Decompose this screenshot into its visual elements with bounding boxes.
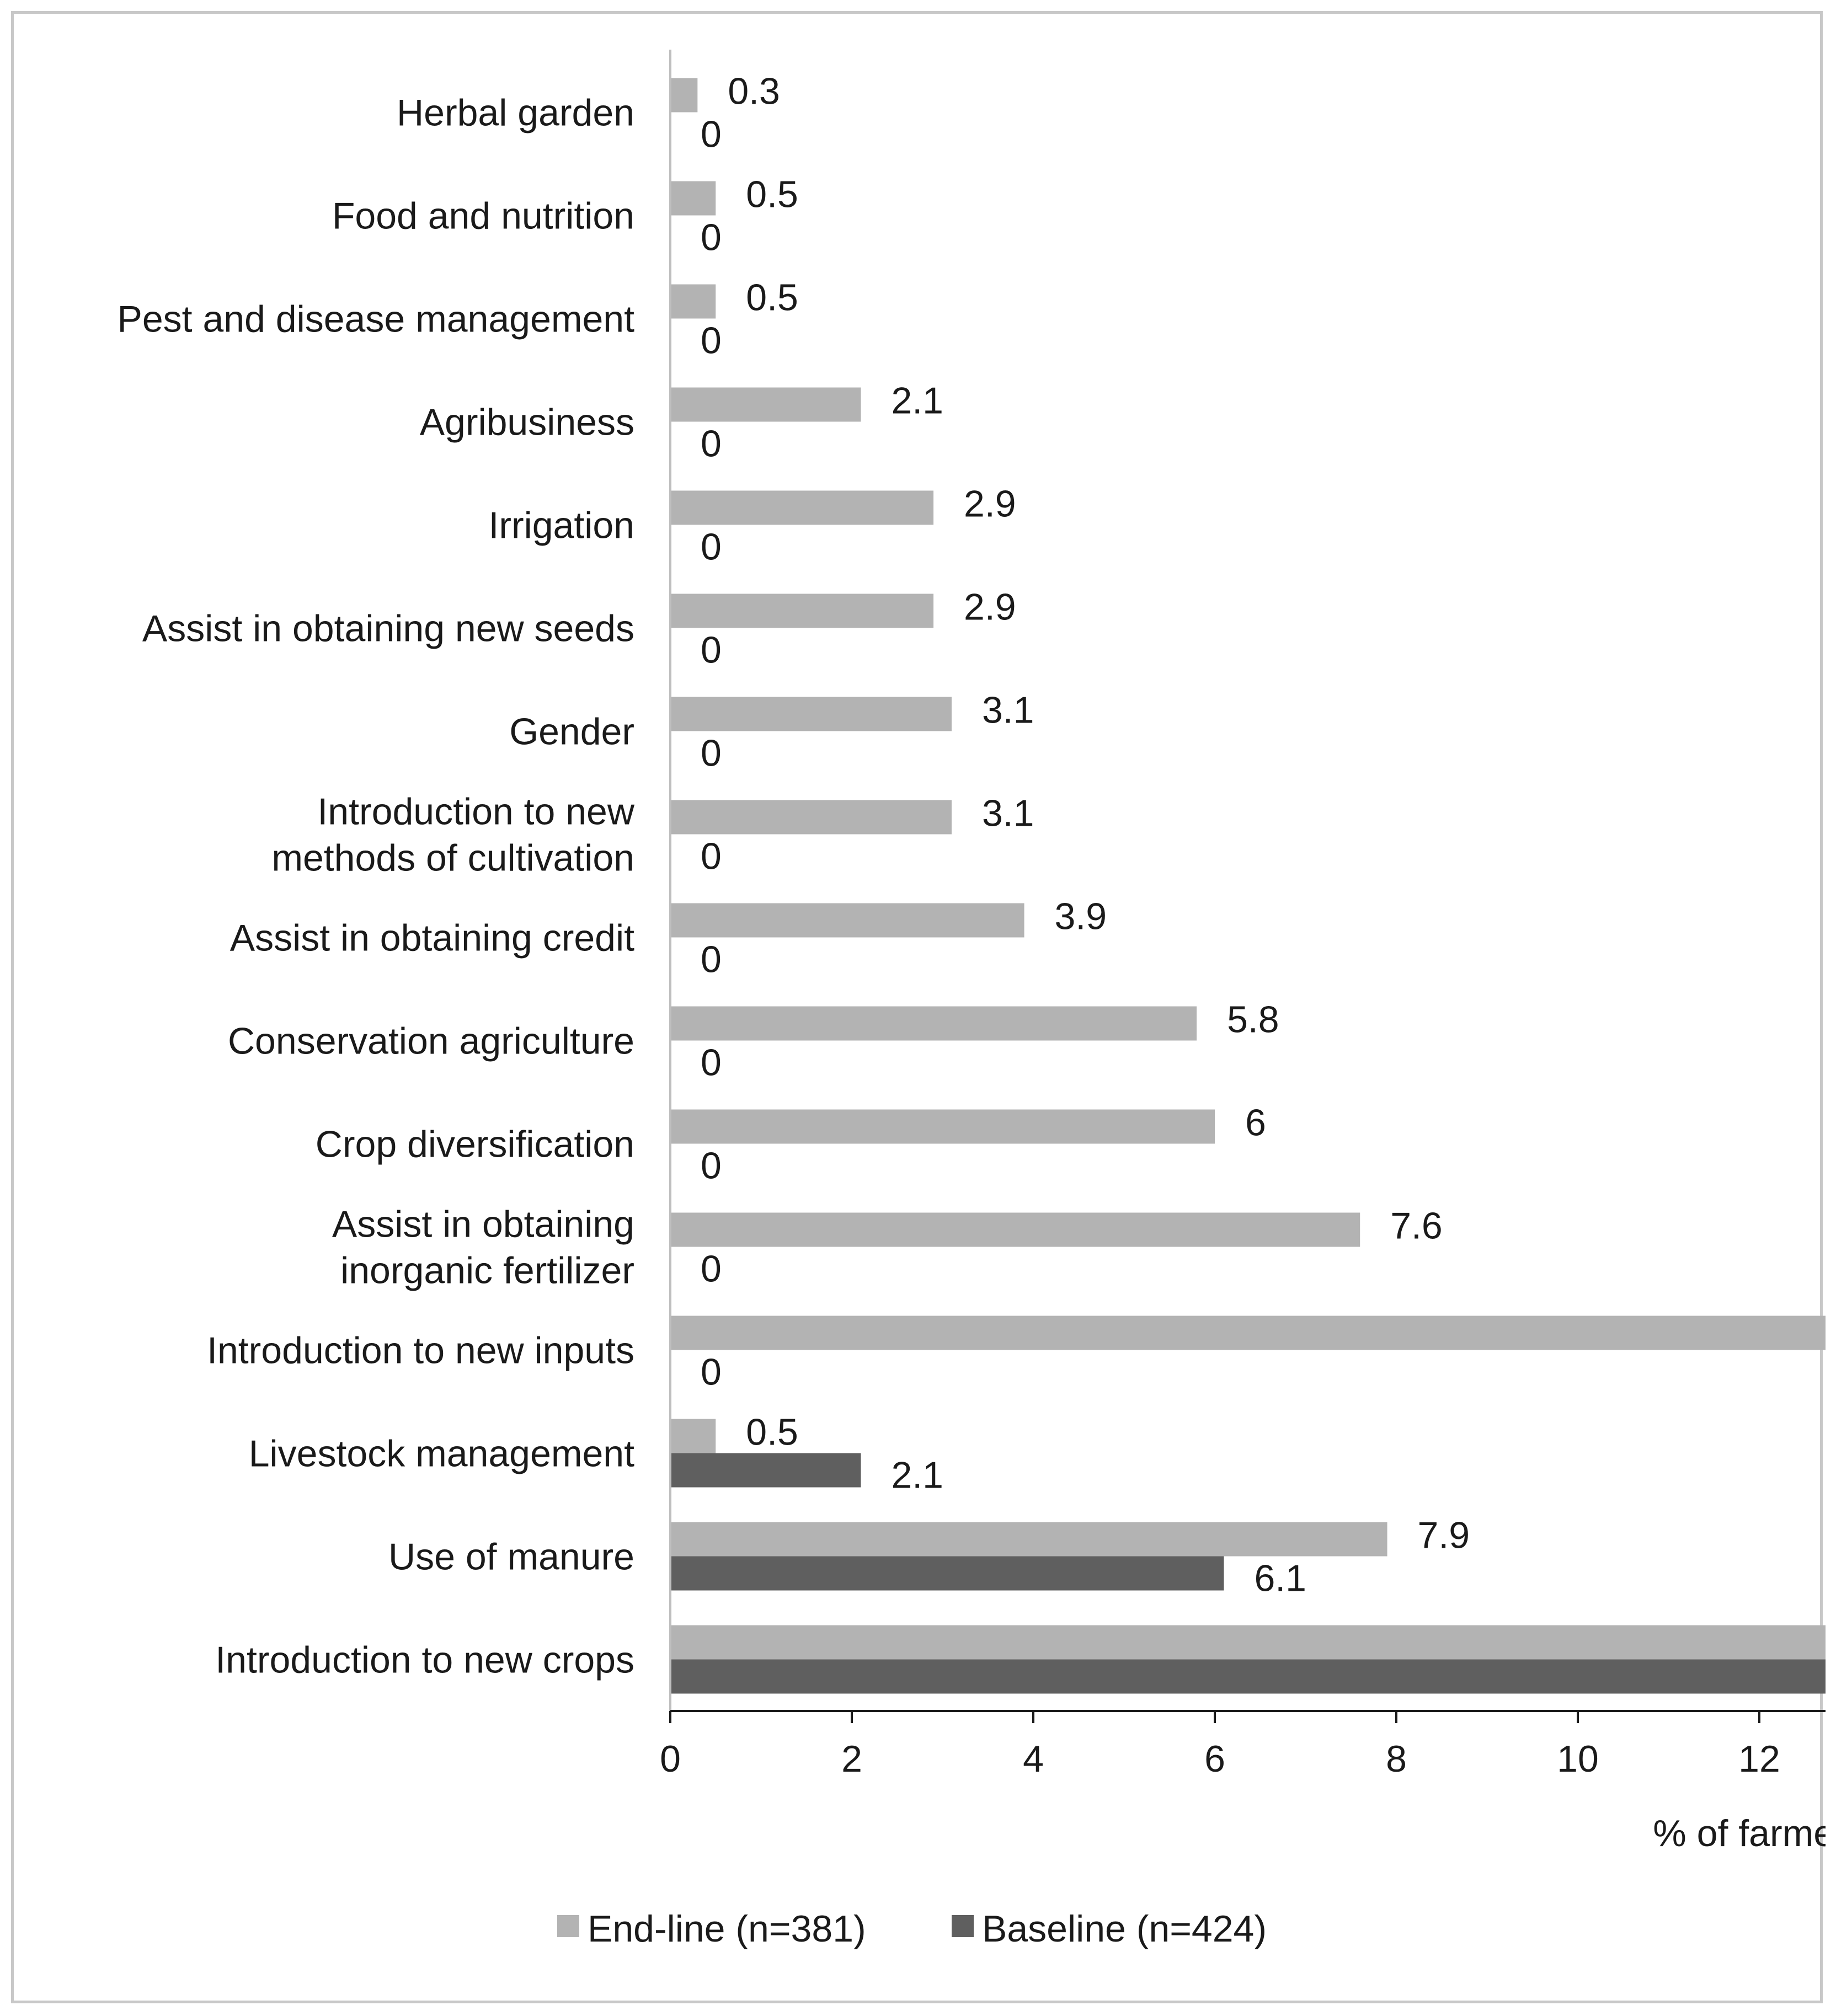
endline-value-label: 0.5 — [746, 174, 798, 216]
endline-value-label: 3.1 — [982, 793, 1034, 835]
baseline-value-label: 0 — [701, 1248, 722, 1290]
category-label: methods of cultivation — [271, 837, 634, 879]
baseline-bar — [670, 1453, 861, 1488]
baseline-value-label: 0 — [701, 836, 722, 878]
endline-value-label: 6 — [1245, 1102, 1266, 1144]
category-label: Introduction to new — [317, 791, 634, 833]
category-label: Herbal garden — [397, 92, 634, 134]
category-label: Assist in obtaining new seeds — [142, 608, 634, 650]
endline-bar — [670, 284, 716, 319]
endline-value-label: 3.9 — [1055, 896, 1107, 938]
category-label: Assist in obtaining — [332, 1204, 634, 1245]
baseline-value-label: 0 — [701, 1145, 722, 1187]
category-label: Livestock management — [249, 1433, 634, 1475]
baseline-bar — [670, 1556, 1224, 1591]
category-label: Irrigation — [488, 505, 634, 547]
endline-value-label: 2.1 — [891, 380, 943, 422]
endline-bar — [670, 181, 716, 216]
legend-swatch-baseline — [952, 1915, 974, 1937]
endline-bar — [670, 1212, 1360, 1247]
category-label: Introduction to new inputs — [207, 1330, 634, 1372]
baseline-value-label: 0 — [701, 320, 722, 362]
category-label: Conservation agriculture — [228, 1020, 634, 1062]
endline-bar — [670, 1109, 1215, 1144]
legend: End-line (n=381) Baseline (n=424) — [557, 1908, 1267, 1950]
endline-bar — [670, 1522, 1387, 1557]
baseline-value-label: 2.1 — [891, 1454, 943, 1496]
category-label: Crop diversification — [316, 1124, 634, 1165]
baseline-value-label: 0 — [701, 114, 722, 156]
endline-bar — [670, 78, 698, 113]
category-label: Food and nutrition — [332, 195, 634, 237]
baseline-value-label: 0 — [701, 732, 722, 774]
bars-layer — [670, 78, 1826, 1694]
endline-bar — [670, 1419, 716, 1453]
endline-bar — [670, 387, 861, 422]
baseline-value-label: 0 — [701, 1042, 722, 1084]
x-tick-label: 10 — [1557, 1738, 1599, 1780]
category-label: Assist in obtaining credit — [230, 917, 634, 959]
baseline-value-label: 0 — [701, 526, 722, 568]
x-tick-label: 8 — [1386, 1738, 1407, 1780]
endline-bar — [670, 800, 952, 835]
baseline-value-label: 6.1 — [1254, 1558, 1306, 1600]
endline-value-label: 2.9 — [964, 586, 1016, 628]
category-label: Introduction to new crops — [215, 1639, 634, 1681]
endline-value-label: 7.9 — [1418, 1515, 1470, 1557]
endline-bar — [670, 593, 934, 628]
legend-label-baseline: Baseline (n=424) — [982, 1908, 1267, 1950]
category-label: Pest and disease management — [118, 298, 635, 340]
legend-label-endline: End-line (n=381) — [588, 1908, 866, 1950]
category-label: Gender — [509, 711, 634, 753]
x-tick-label: 2 — [841, 1738, 862, 1780]
endline-bar — [670, 1316, 1826, 1350]
endline-value-label: 5.8 — [1227, 999, 1279, 1041]
baseline-value-label: 0 — [701, 939, 722, 981]
endline-bar — [670, 1006, 1197, 1041]
endline-value-label: 2.9 — [964, 483, 1016, 525]
x-axis-title: % of farmers — [1653, 1812, 1826, 1854]
category-label: inorganic fertilizer — [340, 1250, 634, 1292]
endline-value-label: 0.5 — [746, 277, 798, 319]
x-tick-label: 0 — [660, 1738, 681, 1780]
endline-bar — [670, 1625, 1826, 1660]
endline-value-label: 0.3 — [728, 71, 780, 113]
baseline-value-label: 0 — [701, 629, 722, 671]
baseline-value-label: 0 — [701, 217, 722, 259]
baseline-value-label: 0 — [701, 423, 722, 465]
legend-swatch-endline — [557, 1915, 579, 1937]
endline-value-label: 0.5 — [746, 1411, 798, 1453]
endline-bar — [670, 490, 934, 525]
endline-value-label: 7.6 — [1390, 1205, 1443, 1247]
category-label: Use of manure — [388, 1536, 634, 1578]
chart-frame: Herbal garden 0.3 0 Food and nutrition 0.5 0 P… — [11, 11, 1826, 2003]
endline-value-label: 3.1 — [982, 689, 1034, 731]
x-tick-label: 4 — [1023, 1738, 1044, 1780]
x-axis: 024681012141618202224 — [660, 50, 1826, 1780]
category-label: Agribusiness — [420, 402, 634, 443]
endline-bar — [670, 697, 952, 731]
baseline-value-label: 0 — [701, 1351, 722, 1393]
x-tick-label: 6 — [1204, 1738, 1225, 1780]
baseline-bar — [670, 1659, 1826, 1694]
endline-bar — [670, 903, 1024, 938]
x-tick-label: 12 — [1738, 1738, 1780, 1780]
